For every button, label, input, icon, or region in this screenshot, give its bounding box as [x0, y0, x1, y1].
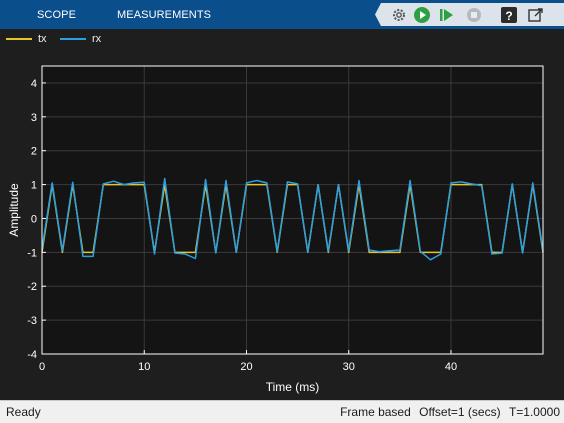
series-line-rx — [41, 177, 544, 261]
y-tick-label: 4 — [31, 78, 37, 90]
stop-icon[interactable] — [464, 5, 484, 25]
y-tick-label: -1 — [27, 247, 37, 259]
x-axis-label: Time (ms) — [266, 380, 320, 394]
axes-background — [42, 66, 543, 354]
y-tick-label: -4 — [27, 349, 37, 361]
x-tick-label: 0 — [39, 361, 45, 373]
legend-item-rx[interactable]: rx — [60, 32, 101, 46]
legend-item-tx[interactable]: tx — [6, 32, 47, 46]
undock-icon[interactable] — [526, 5, 546, 25]
svg-text:?: ? — [505, 9, 512, 23]
y-tick-label: 0 — [31, 213, 37, 225]
legend: tx rx — [0, 29, 564, 50]
tab-scope[interactable]: SCOPE — [37, 9, 77, 21]
quick-access-toolbar: ? — [375, 3, 564, 26]
y-axis-label: Amplitude — [7, 183, 21, 237]
axes-frame — [41, 65, 544, 355]
series-lines — [41, 177, 544, 261]
settings-gear-icon[interactable] — [389, 5, 409, 25]
status-mode: Frame based — [340, 405, 411, 419]
legend-swatch — [60, 38, 86, 40]
status-info: Frame based Offset=1 (secs) T=1.0000 — [335, 405, 560, 419]
y-tick-label: 1 — [31, 180, 37, 192]
status-text: Ready — [6, 405, 41, 419]
legend-label: tx — [38, 33, 47, 45]
y-tick-label: 3 — [31, 112, 37, 124]
run-icon[interactable] — [412, 5, 432, 25]
chart: 0 10 20 30 40 -4 -3 -2 -1 0 1 2 3 4 Time (ms) Amplitu… — [7, 65, 544, 394]
help-icon[interactable]: ? — [499, 5, 519, 25]
y-tick-label: -3 — [27, 315, 37, 327]
x-tick-label: 10 — [138, 361, 150, 373]
y-tick-label: -2 — [27, 281, 37, 293]
status-offset: Offset=1 (secs) — [419, 405, 501, 419]
x-tick-label: 40 — [445, 361, 457, 373]
legend-swatch — [6, 38, 32, 40]
scope-display[interactable]: 0 10 20 30 40 -4 -3 -2 -1 0 1 2 3 4 Time (ms) Amplitu… — [0, 50, 564, 400]
status-bar: Ready Frame based Offset=1 (secs) T=1.00… — [0, 400, 564, 423]
x-tick-label: 30 — [343, 361, 355, 373]
step-forward-icon[interactable] — [437, 5, 457, 25]
toolstrip: SCOPE MEASUREMENTS — [0, 0, 564, 29]
x-tick-label: 20 — [240, 361, 252, 373]
legend-label: rx — [92, 33, 102, 45]
status-time: T=1.0000 — [508, 405, 560, 419]
y-tick-label: 2 — [31, 146, 37, 158]
tick-labels: 0 10 20 30 40 -4 -3 -2 -1 0 1 2 3 4 — [27, 78, 457, 373]
tab-measurements[interactable]: MEASUREMENTS — [117, 9, 212, 21]
